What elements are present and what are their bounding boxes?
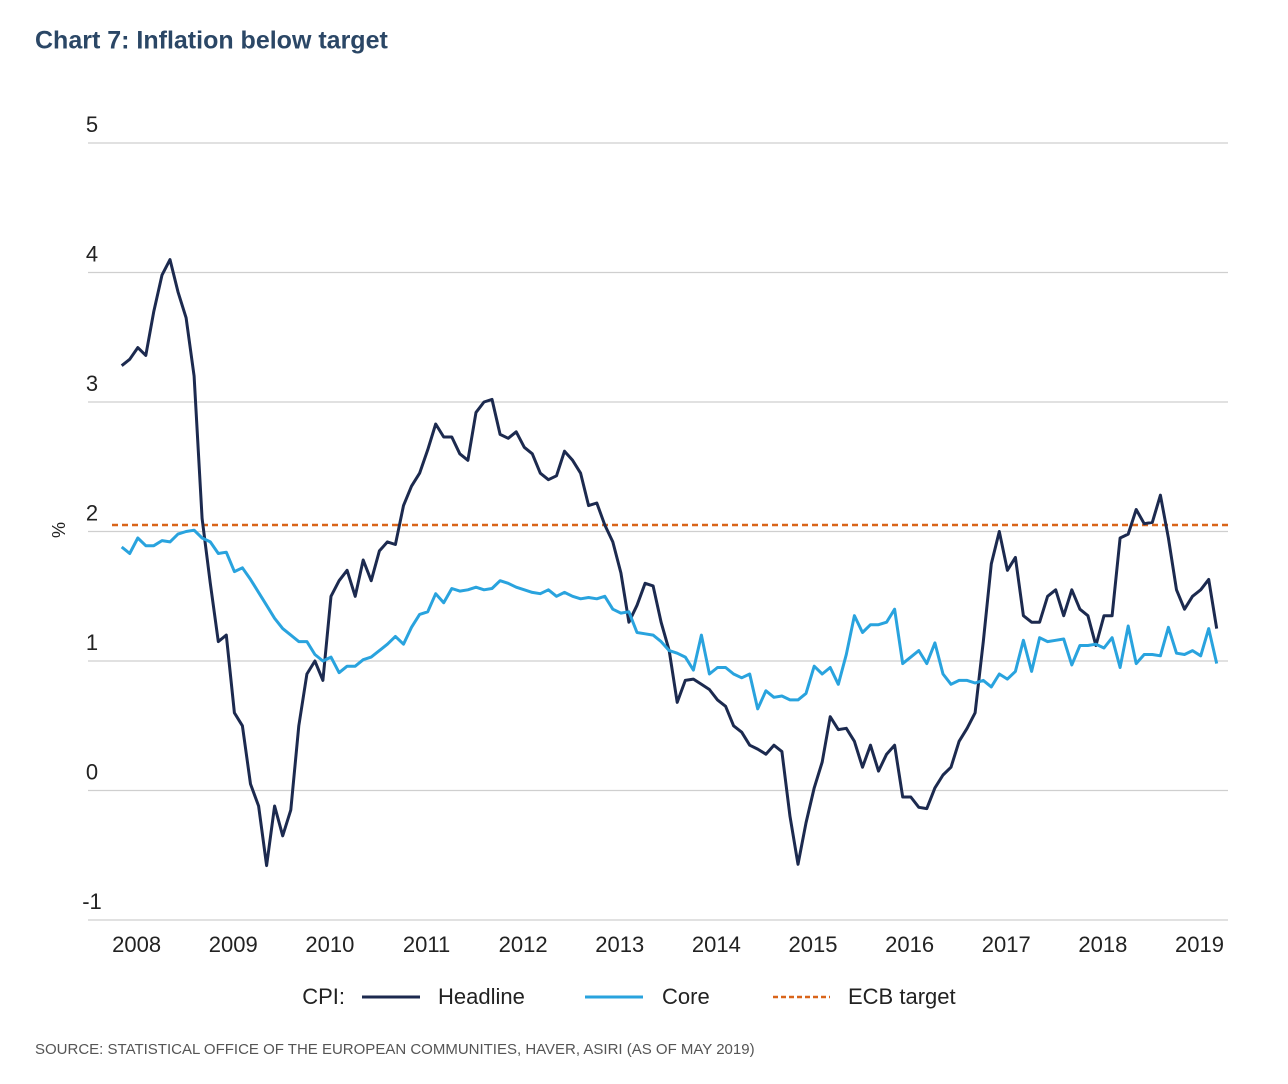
y-tick-label: 4 (86, 241, 98, 266)
series-line (120, 528, 1219, 711)
y-tick-label: 0 (86, 759, 98, 784)
x-tick-label: 2014 (692, 932, 741, 957)
y-tick-label: 5 (86, 112, 98, 137)
x-tick-label: 2010 (305, 932, 354, 957)
y-tick-label: -1 (82, 889, 102, 914)
x-tick-label: 2012 (499, 932, 548, 957)
legend-label: ECB target (848, 984, 956, 1009)
chart-title: Chart 7: Inflation below target (35, 27, 388, 55)
x-tick-label: 2008 (112, 932, 161, 957)
legend-prefix: CPI: (302, 984, 345, 1009)
y-tick-label: 3 (86, 371, 98, 396)
source-note: SOURCE: STATISTICAL OFFICE OF THE EUROPE… (35, 1041, 755, 1058)
y-axis-label: % (49, 522, 69, 538)
y-tick-label: 1 (86, 630, 98, 655)
x-tick-label: 2009 (209, 932, 258, 957)
legend-label: Headline (438, 984, 525, 1009)
x-tick-label: 2017 (982, 932, 1031, 957)
x-tick-label: 2016 (885, 932, 934, 957)
x-tick-label: 2015 (789, 932, 838, 957)
x-tick-label: 2013 (595, 932, 644, 957)
x-tick-label: 2018 (1078, 932, 1127, 957)
legend-label: Core (662, 984, 710, 1009)
series-line (120, 258, 1219, 868)
y-tick-label: 2 (86, 500, 98, 525)
x-tick-label: 2011 (403, 932, 450, 957)
x-tick-label: 2019 (1175, 932, 1224, 957)
